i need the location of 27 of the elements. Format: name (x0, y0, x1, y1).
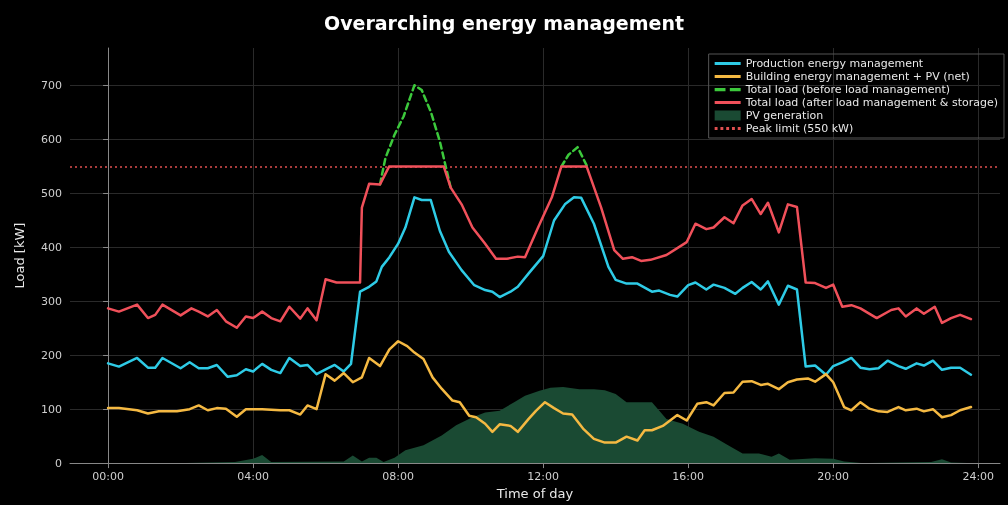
y-tick-label: 700 (41, 79, 62, 93)
x-tick-label: 04:00 (237, 470, 269, 484)
legend-label: Peak limit (550 kW) (745, 122, 854, 135)
line-series (106, 340, 973, 444)
legend-label: Total load (after load management & storage) (744, 96, 999, 109)
legend-label: PV generation (745, 109, 824, 122)
legend-label: Building energy management + PV (net) (745, 70, 970, 83)
x-tick-label: 00:00 (92, 470, 124, 484)
chart-title: Overarching energy management (323, 11, 685, 34)
x-tick-label: 12:00 (527, 470, 560, 484)
x-tick-label: 24:00 (962, 470, 995, 484)
y-tick-label: 400 (41, 240, 62, 254)
legend-label: Production energy management (745, 57, 924, 70)
x-axis-title: Time of day (495, 486, 574, 501)
line-series (106, 196, 973, 379)
y-tick-label: 500 (41, 187, 62, 201)
y-tick-label: 200 (41, 348, 62, 362)
x-tick-label: 08:00 (382, 470, 414, 484)
y-tick-label: 100 (41, 402, 62, 416)
y-tick-label: 0 (55, 456, 62, 470)
y-tick-label: 600 (41, 133, 62, 147)
line-series (106, 165, 973, 330)
y-tick-label: 300 (41, 294, 62, 308)
x-tick-label: 16:00 (672, 470, 705, 484)
y-axis-title: Load [kW] (12, 222, 27, 289)
x-tick-label: 20:00 (817, 470, 850, 484)
legend-label: Total load (before load management) (744, 83, 951, 96)
